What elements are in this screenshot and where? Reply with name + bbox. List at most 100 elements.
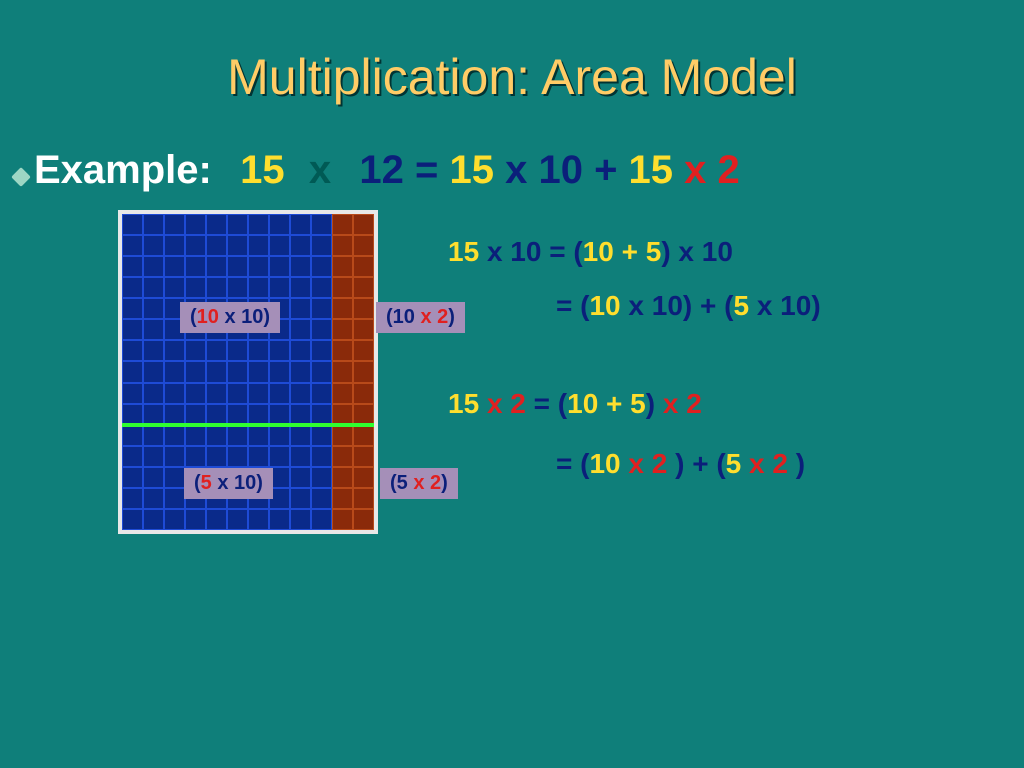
area-model-grid: (10 x 10) (10 x 2) (5 x 10) (5 x 2) xyxy=(122,214,374,530)
grid-cell xyxy=(332,425,353,446)
grid-cell xyxy=(206,446,227,467)
grid-cell xyxy=(248,235,269,256)
grid-cell xyxy=(248,361,269,382)
grid-cell xyxy=(332,361,353,382)
grid-cell xyxy=(164,214,185,235)
grid-cell xyxy=(122,488,143,509)
grid-cell xyxy=(332,340,353,361)
grid-cell xyxy=(353,298,374,319)
grid-cell xyxy=(290,340,311,361)
grid-cell xyxy=(353,404,374,425)
grid-cell xyxy=(143,361,164,382)
grid-cell xyxy=(290,256,311,277)
grid-cell xyxy=(164,404,185,425)
row-divider xyxy=(122,423,374,427)
grid-cell xyxy=(143,340,164,361)
grid-cell xyxy=(290,298,311,319)
grid-cell xyxy=(143,235,164,256)
grid-cell xyxy=(332,319,353,340)
grid-cell xyxy=(248,425,269,446)
grid-cell xyxy=(248,509,269,530)
grid-cell xyxy=(290,214,311,235)
grid-cell xyxy=(290,425,311,446)
grid-cell xyxy=(122,298,143,319)
grid-cell xyxy=(227,256,248,277)
grid-cell xyxy=(227,235,248,256)
grid-cell xyxy=(227,509,248,530)
grid-cell xyxy=(311,446,332,467)
grid-cell xyxy=(332,298,353,319)
grid-cell xyxy=(353,509,374,530)
grid-cell xyxy=(248,214,269,235)
equation-line-2: = (10 x 10) + (5 x 10) xyxy=(556,290,821,322)
grid-cell xyxy=(227,340,248,361)
grid-cell xyxy=(185,340,206,361)
example-rhs: 15 x 10 + 15 x 2 xyxy=(449,148,739,192)
grid-cell xyxy=(185,425,206,446)
grid-cell xyxy=(227,361,248,382)
example-p2: 12 xyxy=(359,148,404,192)
grid-cell xyxy=(122,319,143,340)
grid-cell xyxy=(269,404,290,425)
grid-cell xyxy=(332,235,353,256)
grid-cell xyxy=(269,361,290,382)
grid-cell xyxy=(248,340,269,361)
grid-cell xyxy=(353,446,374,467)
grid-cell xyxy=(143,319,164,340)
grid-cell xyxy=(353,425,374,446)
grid-cell xyxy=(164,256,185,277)
grid-cell xyxy=(332,467,353,488)
grid-cell xyxy=(164,277,185,298)
grid-cell xyxy=(269,425,290,446)
grid-cell xyxy=(206,509,227,530)
region-label-5x2: (5 x 2) xyxy=(380,468,458,499)
grid-cell xyxy=(122,256,143,277)
grid-cell xyxy=(227,446,248,467)
grid-cell xyxy=(185,446,206,467)
grid-cell xyxy=(143,446,164,467)
grid-cell xyxy=(206,235,227,256)
grid-cell xyxy=(353,361,374,382)
grid-cell xyxy=(269,446,290,467)
grid-cell xyxy=(206,340,227,361)
grid-cell xyxy=(248,404,269,425)
grid-cell xyxy=(185,277,206,298)
grid-cell xyxy=(311,361,332,382)
grid-cell xyxy=(290,235,311,256)
example-op1: x xyxy=(309,148,331,192)
grid-cell xyxy=(164,488,185,509)
grid-cell xyxy=(290,383,311,404)
grid-cell xyxy=(332,383,353,404)
example-p1: 15 xyxy=(240,148,285,192)
grid-cell xyxy=(227,404,248,425)
grid-cell xyxy=(122,467,143,488)
grid-cell xyxy=(143,425,164,446)
grid-cell xyxy=(311,256,332,277)
example-label: Example: xyxy=(34,148,212,192)
grid-cell xyxy=(353,214,374,235)
grid-cell xyxy=(143,509,164,530)
grid-cell xyxy=(122,425,143,446)
grid-cell xyxy=(206,214,227,235)
grid-cell xyxy=(143,277,164,298)
grid-cell xyxy=(227,425,248,446)
grid-cell xyxy=(311,425,332,446)
grid-cell xyxy=(353,467,374,488)
grid-cell xyxy=(269,214,290,235)
grid-cell xyxy=(353,488,374,509)
page-title: Multiplication: Area Model xyxy=(0,48,1024,106)
grid-cell xyxy=(164,509,185,530)
grid-cell xyxy=(269,277,290,298)
region-label-10x2: (10 x 2) xyxy=(376,302,465,333)
grid-cell xyxy=(206,277,227,298)
grid-cell xyxy=(122,383,143,404)
grid-cell xyxy=(164,383,185,404)
grid-cell xyxy=(185,256,206,277)
grid-cell xyxy=(290,319,311,340)
grid-cell xyxy=(248,446,269,467)
equation-line-3: 15 x 2 = (10 + 5) x 2 xyxy=(448,388,702,420)
grid-cell xyxy=(311,383,332,404)
grid-cell xyxy=(164,446,185,467)
title-text: Multiplication: Area Model xyxy=(227,49,797,105)
grid-cell xyxy=(122,361,143,382)
